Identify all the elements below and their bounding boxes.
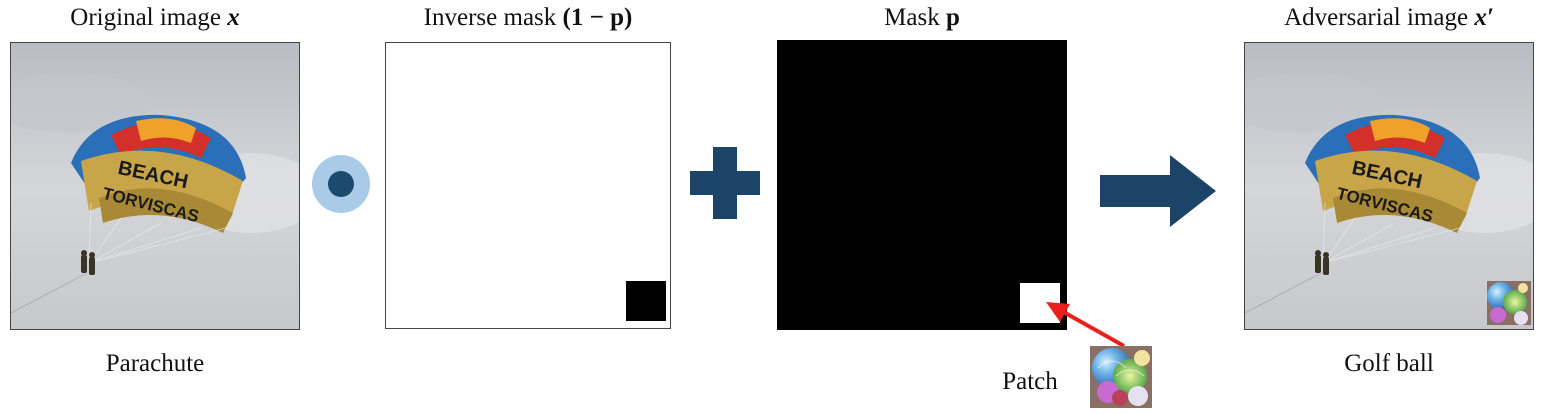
original-image-title: Original image x <box>70 4 240 31</box>
adversarial-image-caption: Golf ball <box>1344 350 1434 377</box>
parachute-photo: BEACH TORVISCAS <box>11 43 299 329</box>
hadamard-product-icon <box>311 154 371 214</box>
original-image: BEACH TORVISCAS <box>10 42 300 330</box>
inverse-mask-panel <box>385 42 671 329</box>
plus-icon <box>690 147 760 219</box>
inverse-mask-title: Inverse mask (1 − p) <box>423 4 633 31</box>
patch-pointer-arrow <box>1040 296 1150 356</box>
mask-title: Mask p <box>884 4 960 31</box>
right-arrow-icon <box>1100 155 1216 227</box>
applied-patch <box>1487 281 1531 325</box>
parachute-photo-adversarial: BEACH TORVISCAS <box>1245 43 1533 329</box>
adversarial-image-title: Adversarial image x′ <box>1284 4 1494 31</box>
adversarial-patch-thumbnail <box>1090 346 1152 408</box>
inverse-mask-patch-region <box>626 281 666 321</box>
original-image-caption: Parachute <box>105 350 205 377</box>
patch-label: Patch <box>1002 368 1058 395</box>
adversarial-image: BEACH TORVISCAS <box>1244 42 1534 330</box>
mask-panel <box>777 40 1067 330</box>
